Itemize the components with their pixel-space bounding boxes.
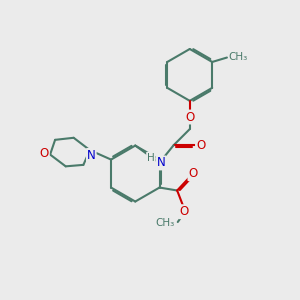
Text: CH₃: CH₃ xyxy=(155,218,174,228)
Text: N: N xyxy=(157,157,166,169)
Text: O: O xyxy=(196,139,205,152)
Text: O: O xyxy=(40,147,49,160)
Text: H: H xyxy=(147,153,155,163)
Text: O: O xyxy=(188,167,198,180)
Text: CH₃: CH₃ xyxy=(228,52,248,62)
Text: N: N xyxy=(87,149,96,162)
Text: O: O xyxy=(179,205,188,218)
Text: O: O xyxy=(185,110,194,124)
